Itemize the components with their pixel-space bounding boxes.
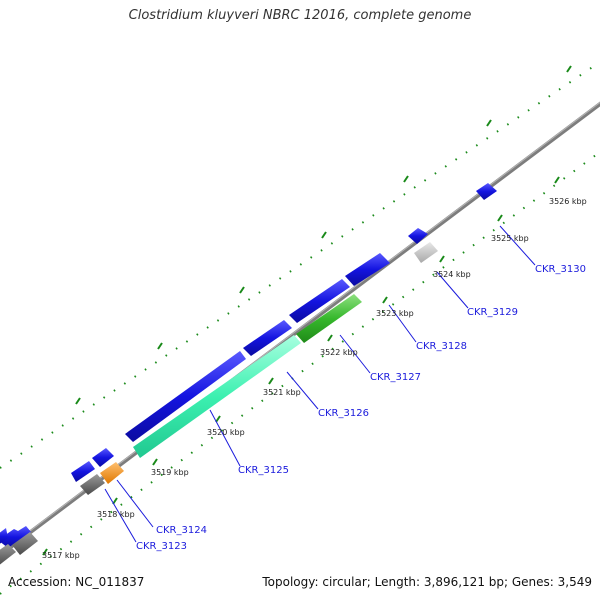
gene-forward-3128-region[interactable] (345, 253, 390, 286)
inner-major-ticks (42, 176, 560, 556)
gene-forward-3124-strand[interactable] (92, 448, 114, 467)
callout-lines (104, 225, 536, 543)
gene-forward-3127-region[interactable] (289, 279, 350, 323)
kbp-label: 3523 kbp (376, 309, 414, 318)
gene-label-CKR_3130[interactable]: CKR_3130 (535, 264, 586, 275)
gene-CKR_3127[interactable] (296, 294, 362, 343)
gene-label-CKR_3124[interactable]: CKR_3124 (156, 525, 207, 536)
kbp-label: 3517 kbp (42, 551, 80, 560)
gene-forward-3125-region[interactable] (125, 351, 246, 442)
gene-CKR_3129[interactable] (414, 242, 438, 263)
gene-label-CKR_3123[interactable]: CKR_3123 (136, 541, 187, 552)
gene-CKR_3123[interactable] (80, 474, 105, 495)
topology-text: Topology: circular; Length: 3,896,121 bp… (262, 575, 592, 589)
gene-CKR_3125[interactable] (133, 335, 301, 458)
accession-text: Accession: NC_011837 (8, 575, 145, 589)
outer-tick-ring (0, 61, 600, 469)
gene-forward-left-a[interactable] (0, 526, 31, 548)
outer-major-ticks (75, 65, 572, 405)
gene-forward-3123-strand[interactable] (71, 461, 95, 482)
kbp-labels: 3517 kbp 3518 kbp 3519 kbp 3520 kbp 3521… (42, 197, 587, 560)
kbp-label: 3518 kbp (97, 510, 135, 519)
forward-genes (0, 183, 497, 548)
gene-reverse-left-gray-a[interactable] (0, 544, 16, 566)
gene-reverse-left-gray-b[interactable] (12, 532, 38, 555)
gene-labels: CKR_3123 CKR_3124 CKR_3125 CKR_3126 CKR_… (136, 264, 586, 552)
gene-label-CKR_3129[interactable]: CKR_3129 (467, 307, 518, 318)
kbp-label: 3524 kbp (433, 270, 471, 279)
gene-label-CKR_3125[interactable]: CKR_3125 (238, 465, 289, 476)
kbp-label: 3519 kbp (151, 468, 189, 477)
inner-tick-ring (0, 151, 600, 595)
kbp-label: 3526 kbp (549, 197, 587, 206)
map-title: Clostridium kluyveri NBRC 12016, complet… (128, 8, 472, 23)
kbp-label: 3525 kbp (491, 234, 529, 243)
gene-CKR_3124[interactable] (100, 462, 124, 484)
reverse-genes (0, 242, 438, 566)
gene-label-CKR_3127[interactable]: CKR_3127 (370, 372, 421, 383)
kbp-label: 3521 kbp (263, 388, 301, 397)
kbp-label: 3520 kbp (207, 428, 245, 437)
gene-label-CKR_3126[interactable]: CKR_3126 (318, 408, 369, 419)
gene-forward-3130-region[interactable] (476, 183, 497, 200)
gene-forward-3129-region[interactable] (408, 228, 428, 244)
kbp-label: 3522 kbp (320, 348, 358, 357)
gene-forward-left-b[interactable] (0, 528, 8, 545)
gene-forward-3126-region[interactable] (243, 320, 292, 356)
gene-label-CKR_3128[interactable]: CKR_3128 (416, 341, 467, 352)
